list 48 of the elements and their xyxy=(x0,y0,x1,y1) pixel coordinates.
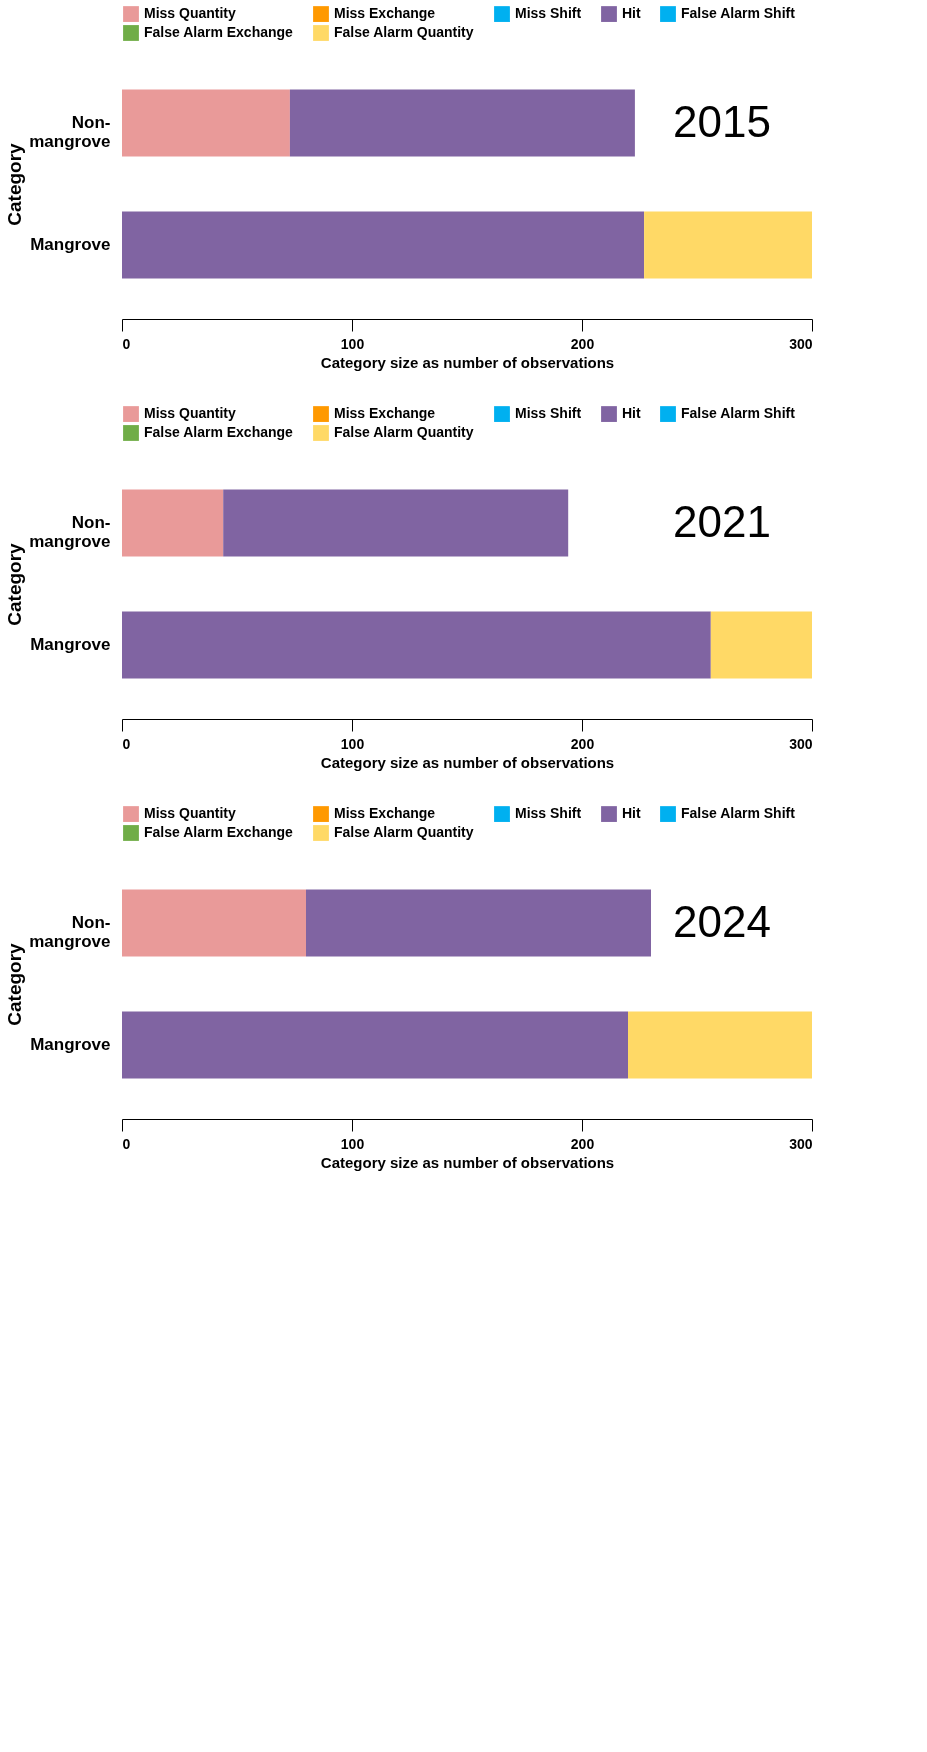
legend-label: Miss Exchange xyxy=(334,805,436,822)
legend-label: False Alarm Quantity xyxy=(334,24,474,40)
annotation: 2015 xyxy=(673,97,771,146)
x-tick-label: 300 xyxy=(789,335,813,352)
legend-label: Miss Quantity xyxy=(144,405,237,422)
legend-label: False Alarm Shift xyxy=(681,5,796,22)
y-tick-label: Mangrove xyxy=(30,1034,111,1054)
x-tick-label: 300 xyxy=(789,735,813,752)
legend-label: False Alarm Quantity xyxy=(334,424,474,440)
y-axis-title: Category xyxy=(4,942,26,1026)
x-tick-label: 0 xyxy=(122,335,131,352)
x-axis-title: Category size as number of observations xyxy=(320,353,615,371)
y-tick-label: Non-mangrove xyxy=(29,113,111,152)
x-tick-label: 100 xyxy=(340,735,365,752)
legend-label: Miss Quantity xyxy=(144,805,237,822)
legend-label: Miss Shift xyxy=(515,805,582,822)
y-tick-label: Mangrove xyxy=(30,234,111,254)
legend-label: False Alarm Quantity xyxy=(334,824,474,840)
legend-label: False Alarm Shift xyxy=(681,805,796,822)
legend-label: Miss Shift xyxy=(515,5,582,22)
y-axis-title: Category xyxy=(4,142,26,226)
x-tick-label: 100 xyxy=(340,1135,365,1152)
x-tick-label: 200 xyxy=(570,335,595,352)
legend-label: Miss Exchange xyxy=(334,5,436,22)
legend-label: False Alarm Shift xyxy=(681,405,796,422)
y-tick-label: Mangrove xyxy=(30,634,111,654)
x-tick-label: 0 xyxy=(122,1135,131,1152)
legend-label: Miss Quantity xyxy=(144,5,237,22)
annotation: 2024 xyxy=(673,897,771,946)
legend-label: Hit xyxy=(622,405,641,422)
y-axis-title: Category xyxy=(4,542,26,626)
legend-label: False Alarm Exchange xyxy=(144,424,294,440)
legend-label: False Alarm Exchange xyxy=(144,824,294,840)
x-axis-title: Category size as number of observations xyxy=(320,1153,615,1171)
x-tick-label: 200 xyxy=(570,735,595,752)
legend-label: Miss Exchange xyxy=(334,405,436,422)
y-tick-label: Non-mangrove xyxy=(29,913,111,952)
legend-label: False Alarm Exchange xyxy=(144,24,294,40)
x-tick-label: 200 xyxy=(570,1135,595,1152)
y-tick-label: Non-mangrove xyxy=(29,513,111,552)
x-axis-title: Category size as number of observations xyxy=(320,753,615,771)
x-tick-label: 300 xyxy=(789,1135,813,1152)
legend-label: Hit xyxy=(622,5,641,22)
legend-label: Hit xyxy=(622,805,641,822)
x-tick-label: 100 xyxy=(340,335,365,352)
legend-label: Miss Shift xyxy=(515,405,582,422)
x-tick-label: 0 xyxy=(122,735,131,752)
annotation: 2021 xyxy=(673,497,771,546)
